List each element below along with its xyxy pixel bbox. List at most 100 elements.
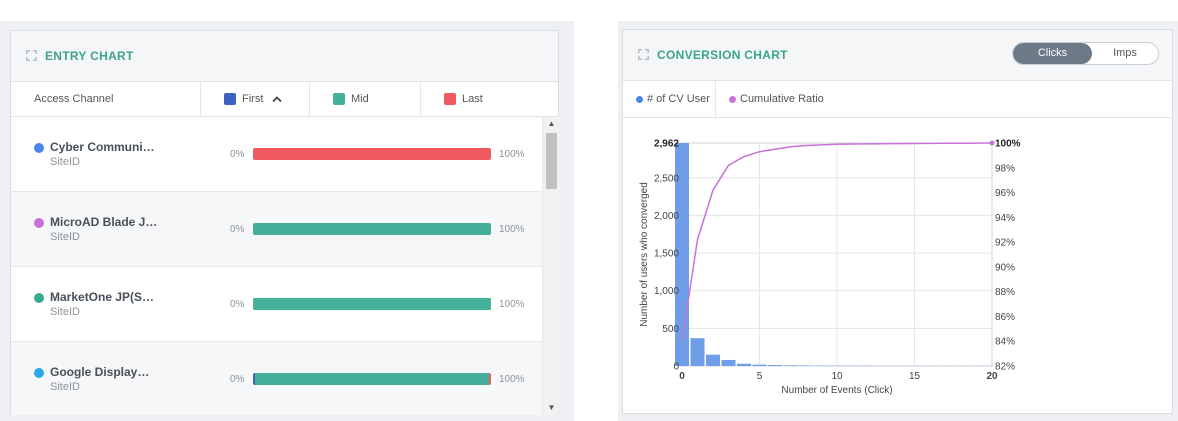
- row-channel-type: SiteID: [50, 156, 80, 168]
- y2-tick-label: 94%: [995, 213, 1015, 224]
- y-tick-label: 2,962: [654, 139, 679, 150]
- row-channel-type: SiteID: [50, 381, 80, 393]
- legend-cumulative-dot: [729, 96, 736, 103]
- table-row[interactable]: MicroAD Blade J… SiteID 0% 100%: [11, 192, 542, 267]
- y2-tick-label: 84%: [995, 337, 1015, 348]
- row-channel-type: SiteID: [50, 306, 80, 318]
- y2-tick-label: 92%: [995, 238, 1015, 249]
- legend-mid[interactable]: Mid: [309, 82, 420, 117]
- imps-toggle-button[interactable]: Imps: [1113, 47, 1137, 59]
- legend-last-label: Last: [462, 93, 483, 105]
- legend-last-swatch: [444, 93, 456, 105]
- row-channel-type: SiteID: [50, 231, 80, 243]
- line-end-point: [989, 140, 995, 146]
- scrollbar-thumb[interactable]: [546, 133, 557, 189]
- y-axis-title: Number of users who converged: [639, 182, 650, 327]
- chevron-up-icon[interactable]: [272, 95, 282, 103]
- bar: [721, 359, 736, 366]
- conversion-chart-container: CONVERSION CHART Clicks Imps # of CV Use…: [618, 21, 1178, 421]
- y-tick-label: 2,500: [654, 173, 679, 184]
- access-channel-header: Access Channel: [34, 93, 114, 105]
- row-stacked-bar[interactable]: [253, 148, 491, 160]
- y2-tick-label: 82%: [995, 362, 1015, 373]
- x-tick-label: 0: [679, 371, 685, 382]
- legend-mid-swatch: [333, 93, 345, 105]
- y-tick-label: 1,500: [654, 249, 679, 260]
- expand-icon[interactable]: [26, 50, 37, 61]
- row-stacked-bar[interactable]: [253, 298, 491, 310]
- table-row[interactable]: Google Display… SiteID 0% 100%: [11, 342, 542, 415]
- x-axis-title: Number of Events (Click): [781, 385, 892, 396]
- row-channel-name: Cyber Communi…: [50, 140, 155, 154]
- row-min-label: 0%: [230, 149, 245, 160]
- x-tick-label: 15: [909, 371, 921, 382]
- conversion-chart-title: CONVERSION CHART: [657, 48, 788, 62]
- bar-segment-mid: [253, 298, 491, 310]
- y-tick-label: 1,000: [654, 286, 679, 297]
- y-tick-label: 2,000: [654, 211, 679, 222]
- x-tick-label: 10: [831, 371, 843, 382]
- conversion-chart-legend: # of CV User Cumulative Ratio: [623, 81, 1172, 118]
- bar: [783, 365, 798, 366]
- clicks-imps-toggle[interactable]: Clicks Imps: [1012, 42, 1159, 65]
- row-max-label: 100%: [499, 149, 525, 160]
- y2-tick-label: 90%: [995, 262, 1015, 273]
- row-min-label: 0%: [230, 224, 245, 235]
- y2-tick-label: 88%: [995, 287, 1015, 298]
- row-stacked-bar[interactable]: [253, 223, 491, 235]
- scroll-up-icon[interactable]: ▲: [547, 119, 556, 128]
- conversion-chart-header: CONVERSION CHART Clicks Imps: [623, 30, 1172, 81]
- bar: [737, 363, 752, 366]
- bar: [768, 365, 783, 366]
- row-max-label: 100%: [499, 299, 525, 310]
- scroll-down-icon[interactable]: ▼: [547, 403, 556, 412]
- entry-chart-panel: ENTRY CHART Access Channel First Mid Las…: [10, 30, 559, 415]
- legend-first-swatch: [224, 93, 236, 105]
- bar: [799, 365, 814, 366]
- legend-cv-user-dot: [636, 96, 643, 103]
- row-dot: [34, 143, 44, 153]
- y-tick-label: 0: [673, 362, 679, 373]
- conversion-chart-plot[interactable]: 0 500 1,000 1,500 2,000 2,500 2,962 82% 84% 86% 88…: [623, 119, 1172, 414]
- bar-segment-first: [253, 373, 256, 385]
- row-min-label: 0%: [230, 299, 245, 310]
- bar-segment-mid: [253, 223, 491, 235]
- table-row[interactable]: MarketOne JP(S… SiteID 0% 100%: [11, 267, 542, 342]
- x-tick-label: 5: [757, 371, 763, 382]
- row-min-label: 0%: [230, 374, 245, 385]
- row-channel-name: MicroAD Blade J…: [50, 215, 158, 229]
- row-stacked-bar[interactable]: [253, 373, 491, 385]
- entry-chart-title: ENTRY CHART: [45, 49, 134, 63]
- y2-tick-label: 100%: [995, 139, 1021, 150]
- legend-last[interactable]: Last: [420, 82, 560, 117]
- expand-icon[interactable]: [638, 49, 649, 60]
- bar-segment-last: [488, 373, 491, 385]
- x-tick-label: 20: [986, 371, 998, 382]
- row-dot: [34, 368, 44, 378]
- row-channel-name: Google Display…: [50, 365, 150, 379]
- bar-segment-mid: [255, 373, 489, 385]
- y-tick-label: 500: [662, 324, 679, 335]
- legend-first[interactable]: First: [200, 82, 309, 117]
- row-channel-name: MarketOne JP(S…: [50, 290, 155, 304]
- entry-chart-header: ENTRY CHART: [11, 31, 558, 82]
- vertical-scrollbar[interactable]: ▲ ▼: [542, 117, 559, 415]
- legend-cumulative-label: Cumulative Ratio: [740, 93, 824, 105]
- clicks-toggle-button[interactable]: Clicks: [1013, 43, 1092, 64]
- conversion-chart-panel: CONVERSION CHART Clicks Imps # of CV Use…: [622, 29, 1173, 414]
- y2-tick-label: 98%: [995, 163, 1015, 174]
- row-max-label: 100%: [499, 374, 525, 385]
- bar: [752, 364, 767, 366]
- row-max-label: 100%: [499, 224, 525, 235]
- bar: [706, 354, 721, 366]
- legend-mid-label: Mid: [351, 93, 369, 105]
- bar-segment-last: [253, 148, 491, 160]
- legend-cv-user-label: # of CV User: [647, 93, 710, 105]
- bar: [690, 338, 705, 366]
- cumulative-ratio-line: [681, 142, 993, 342]
- entry-chart-rows: Cyber Communi… SiteID 0% 100% MicroAD Bl…: [11, 117, 542, 415]
- table-row[interactable]: Cyber Communi… SiteID 0% 100%: [11, 117, 542, 192]
- y2-tick-label: 96%: [995, 188, 1015, 199]
- entry-chart-container: ENTRY CHART Access Channel First Mid Las…: [0, 21, 574, 421]
- row-dot: [34, 218, 44, 228]
